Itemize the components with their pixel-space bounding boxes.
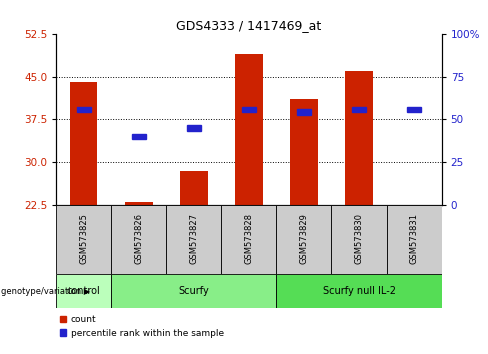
- Bar: [70, 82, 98, 205]
- Bar: [242, 107, 256, 112]
- Bar: [407, 107, 421, 112]
- Bar: [125, 202, 152, 205]
- Text: GSM573825: GSM573825: [79, 213, 88, 264]
- Bar: [346, 71, 373, 205]
- Bar: [111, 205, 166, 274]
- Bar: [331, 205, 386, 274]
- Bar: [132, 134, 145, 139]
- Legend: count, percentile rank within the sample: count, percentile rank within the sample: [56, 312, 227, 341]
- Bar: [276, 274, 442, 308]
- Bar: [235, 54, 263, 205]
- Bar: [386, 205, 442, 274]
- Title: GDS4333 / 1417469_at: GDS4333 / 1417469_at: [176, 19, 322, 33]
- Bar: [290, 99, 318, 205]
- Bar: [56, 274, 111, 308]
- Bar: [166, 205, 222, 274]
- Bar: [77, 107, 91, 112]
- Text: GSM573831: GSM573831: [409, 213, 419, 264]
- Text: control: control: [67, 286, 101, 296]
- Bar: [180, 171, 207, 205]
- Text: genotype/variation ▶: genotype/variation ▶: [1, 287, 90, 296]
- Bar: [187, 125, 201, 131]
- Bar: [111, 274, 276, 308]
- Bar: [352, 107, 366, 112]
- Text: GSM573830: GSM573830: [354, 213, 364, 264]
- Bar: [297, 109, 311, 115]
- Text: GSM573828: GSM573828: [244, 213, 253, 264]
- Bar: [56, 205, 111, 274]
- Bar: [222, 205, 276, 274]
- Bar: [276, 205, 331, 274]
- Text: GSM573829: GSM573829: [300, 213, 308, 264]
- Text: Scurfy: Scurfy: [179, 286, 209, 296]
- Text: Scurfy null IL-2: Scurfy null IL-2: [323, 286, 396, 296]
- Text: GSM573827: GSM573827: [189, 213, 198, 264]
- Text: GSM573826: GSM573826: [134, 213, 143, 264]
